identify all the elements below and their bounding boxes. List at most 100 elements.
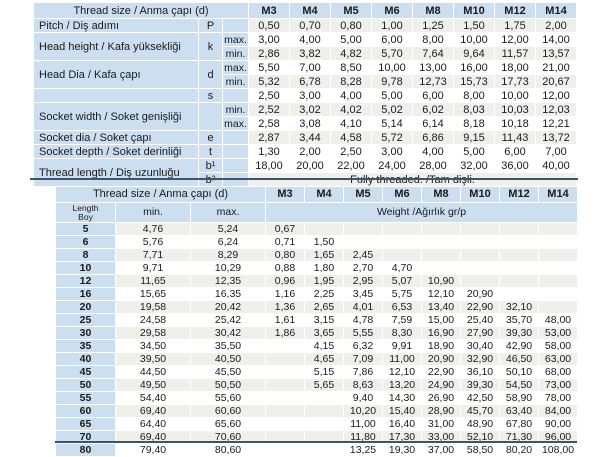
weight-cell: 1,16: [265, 287, 305, 301]
spec-row: Head height / Kafa yüksekliği k max. 3,00 4,…: [33, 32, 577, 61]
weight-cell: 1,61: [265, 313, 305, 327]
weight-cell: 4,65: [304, 352, 344, 366]
weight-cell: 67,80: [499, 417, 539, 431]
weight-cell: 58,50: [460, 443, 500, 457]
spec-label: Pitch / Diş adımı: [33, 18, 199, 33]
value-cell: 1,75: [494, 18, 536, 33]
value-cell: 12,21: [535, 116, 577, 131]
size-header-M6: M6: [382, 186, 422, 203]
size-header-M14: M14: [535, 2, 577, 19]
value-cell: 2,00: [535, 18, 577, 33]
value-cell: 18,00: [248, 158, 290, 173]
weight-row: 45 44,50 45,50 5,15 7,86 12,10 22,90 36,10 50,10…: [55, 365, 578, 379]
weight-cell: 4,70: [382, 261, 422, 275]
length-cell: 40: [55, 352, 116, 366]
spec-row: min. 2,86 3,82 4,82 5,70 7,64 9,64 11,57 13,57: [34, 46, 577, 61]
weight-cell: 0,71: [265, 235, 305, 249]
weight-cell: [538, 235, 578, 249]
length-cell: 30: [55, 326, 116, 340]
value-cell: 0,80: [330, 18, 372, 33]
weight-cell: 39,30: [460, 378, 500, 392]
weight-row: 16 15,65 16,35 1,16 2,25 3,45 5,75 12,10 20,90: [55, 287, 578, 301]
weights-subheader-row: Length Boy min. max. Weight /Ağırlık gr/p: [55, 202, 578, 223]
length-cell: 55: [55, 391, 116, 405]
qualifier-cell: [222, 88, 249, 103]
max-cell: 5,24: [190, 222, 266, 236]
size-header-M10: M10: [460, 186, 500, 203]
weight-cell: 63,40: [499, 404, 539, 418]
weight-cell: 10,20: [343, 404, 383, 418]
value-cell: 6,00: [371, 32, 413, 47]
value-cell: 8,00: [453, 88, 495, 103]
value-cell: 0,50: [248, 18, 290, 33]
length-cell: 45: [55, 365, 116, 379]
value-cell: 5,50: [248, 60, 290, 75]
spec-label: Head Dia / Kafa çapı: [33, 60, 199, 89]
weight-cell: 27,90: [460, 326, 500, 340]
value-cell: 3,00: [371, 144, 413, 159]
qualifier-cell: [222, 18, 249, 33]
value-cell: 13,57: [535, 46, 577, 61]
min-cell: 5,76: [115, 235, 191, 249]
value-cell: 2,86: [248, 46, 290, 61]
weight-cell: 31,00: [421, 417, 461, 431]
size-header-M14: M14: [538, 186, 578, 203]
min-cell: 15,65: [115, 287, 191, 301]
min-cell: 29,58: [115, 326, 191, 340]
weight-cell: 1,80: [304, 261, 344, 275]
weight-cell: 17,30: [382, 430, 422, 444]
min-column-header: min.: [115, 202, 191, 223]
weight-cell: 5,55: [343, 326, 383, 340]
weight-cell: [304, 404, 344, 418]
weight-cell: 45,70: [460, 404, 500, 418]
value-cell: 32,00: [453, 158, 495, 173]
size-header-M10: M10: [453, 2, 495, 19]
weight-cell: [421, 235, 461, 249]
weight-cell: 2,70: [343, 261, 383, 275]
weight-cell: 11,00: [343, 417, 383, 431]
weight-cell: 5,65: [304, 378, 344, 392]
weight-cell: 9,91: [382, 339, 422, 353]
value-cell: 5,00: [330, 32, 372, 47]
value-cell: 5,32: [248, 74, 290, 89]
weight-cell: 42,90: [499, 339, 539, 353]
weight-row: 20 19,58 20,42 1,36 2,65 4,01 6,53 13,40 22,90 32…: [55, 300, 578, 314]
min-cell: 49,50: [115, 378, 191, 392]
weight-cell: 8,63: [343, 378, 383, 392]
value-cell: 8,28: [330, 74, 372, 89]
length-cell: 50: [55, 378, 116, 392]
value-cell: 2,58: [248, 116, 290, 131]
weight-cell: [265, 443, 305, 457]
min-cell: 79,40: [115, 443, 191, 457]
spec-label: Socket width / Soket genişliği: [33, 102, 199, 131]
max-cell: 40,50: [190, 352, 266, 366]
max-cell: 50,50: [190, 378, 266, 392]
value-cell: 4,02: [330, 102, 372, 117]
value-cell: 22,00: [330, 158, 372, 173]
size-header-M5: M5: [343, 186, 383, 203]
weight-cell: 13,25: [343, 443, 383, 457]
value-cell: 5,00: [453, 144, 495, 159]
value-cell: 12,03: [535, 102, 577, 117]
value-cell: 28,00: [412, 158, 454, 173]
weight-cell: 37,00: [421, 443, 461, 457]
length-cell: 35: [55, 339, 116, 353]
max-cell: 30,42: [190, 326, 266, 340]
length-cell: 5: [55, 222, 116, 236]
value-cell: 10,18: [494, 116, 536, 131]
min-cell: 9,71: [115, 261, 191, 275]
weight-cell: 2,25: [304, 287, 344, 301]
value-cell: 7,00: [535, 144, 577, 159]
max-cell: 12,35: [190, 274, 266, 288]
value-cell: 3,02: [289, 102, 331, 117]
weight-cell: [538, 287, 578, 301]
value-cell: 5,70: [371, 46, 413, 61]
max-cell: 55,60: [190, 391, 266, 405]
value-cell: 10,00: [453, 32, 495, 47]
qualifier-cell: max.: [222, 60, 249, 75]
weight-cell: 46,50: [499, 352, 539, 366]
weight-cell: 33,00: [421, 430, 461, 444]
spec-label: Head height / Kafa yüksekliği: [33, 32, 199, 61]
symbol-cell: [198, 102, 223, 131]
weight-cell: 14,30: [382, 391, 422, 405]
